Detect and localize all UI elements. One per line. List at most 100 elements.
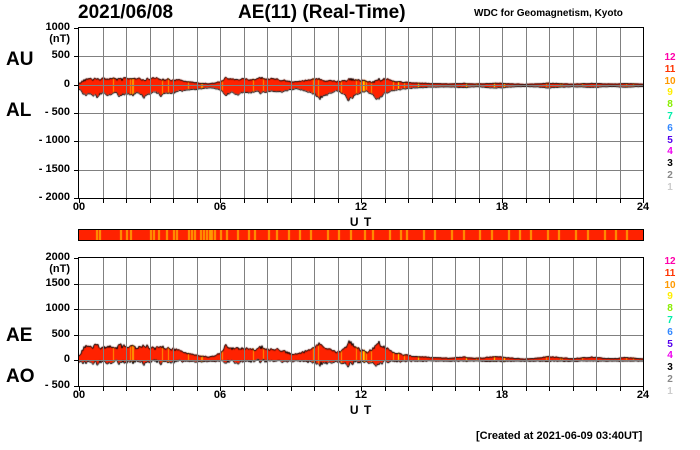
legend-level-11: 11 xyxy=(664,267,676,279)
x-tick-mark xyxy=(361,199,362,203)
gridline-horizontal xyxy=(79,85,643,86)
legend-level-2: 2 xyxy=(667,373,673,385)
x-tick-label: 18 xyxy=(495,201,509,213)
y-tick-label: - 500 xyxy=(44,379,70,391)
gridline-vertical xyxy=(338,258,339,386)
legend-level-7: 7 xyxy=(667,314,673,326)
x-tick-mark xyxy=(361,387,362,391)
y-tick-label: - 500 xyxy=(44,106,70,118)
activity-legend-top: 12 11 10 9 8 7 6 5 4 3 2 1 xyxy=(655,52,685,194)
chart-date: 2021/06/08 xyxy=(78,2,174,23)
gridline-vertical xyxy=(126,258,127,386)
x-tick-mark xyxy=(455,199,456,203)
legend-level-9: 9 xyxy=(667,87,673,99)
x-tick-mark xyxy=(103,387,104,391)
y-tick-mark xyxy=(74,113,78,114)
y-tick-label: 500 xyxy=(51,327,70,340)
x-tick-mark xyxy=(573,387,574,391)
gridline-vertical xyxy=(549,258,550,386)
y-tick-mark xyxy=(74,141,78,142)
gridline-horizontal xyxy=(79,170,643,171)
legend-level-10: 10 xyxy=(664,75,676,87)
y-tick-mark xyxy=(74,386,78,387)
y-tick-mark xyxy=(74,28,78,29)
gridline-vertical xyxy=(479,258,480,386)
gridline-vertical xyxy=(103,258,104,386)
x-tick-mark xyxy=(620,199,621,203)
legend-level-12: 12 xyxy=(664,52,676,63)
y-tick-label: 500 xyxy=(51,49,70,62)
y-tick-label: 2000 xyxy=(45,251,70,263)
x-tick-label: 06 xyxy=(213,389,227,401)
x-axis-title: U T xyxy=(349,403,373,417)
x-tick-mark xyxy=(244,387,245,391)
gridline-horizontal xyxy=(79,309,643,310)
x-tick-mark xyxy=(150,387,151,391)
legend-level-8: 8 xyxy=(667,303,673,315)
x-tick-label: 00 xyxy=(72,201,86,213)
x-tick-mark xyxy=(643,199,644,203)
x-tick-mark xyxy=(314,199,315,203)
gridline-vertical xyxy=(267,258,268,386)
x-tick-mark xyxy=(291,199,292,203)
legend-level-4: 4 xyxy=(667,146,673,158)
x-tick-mark xyxy=(502,199,503,203)
x-tick-label: 06 xyxy=(213,201,227,213)
x-tick-mark xyxy=(338,387,339,391)
y-tick-mark xyxy=(74,258,78,259)
x-tick-mark xyxy=(620,387,621,391)
legend-level-12: 12 xyxy=(664,256,676,267)
x-tick-label: 18 xyxy=(495,389,509,401)
legend-level-10: 10 xyxy=(664,279,676,291)
created-timestamp: [Created at 2021-06-09 03:40UT] xyxy=(476,430,643,442)
legend-level-4: 4 xyxy=(667,350,673,362)
legend-level-1: 1 xyxy=(667,181,673,193)
y-tick-mark xyxy=(74,198,78,199)
gridline-vertical xyxy=(291,258,292,386)
x-tick-label: 24 xyxy=(636,201,650,213)
y-tick-mark xyxy=(74,170,78,171)
x-tick-mark xyxy=(479,199,480,203)
y-tick-label: 1000 xyxy=(45,302,70,315)
x-tick-mark xyxy=(267,387,268,391)
y-tick-mark xyxy=(74,85,78,86)
x-tick-mark xyxy=(385,387,386,391)
x-tick-mark xyxy=(526,199,527,203)
ao-label: AO xyxy=(6,366,35,387)
gridline-vertical xyxy=(526,258,527,386)
gridline-horizontal xyxy=(79,113,643,114)
legend-level-3: 3 xyxy=(667,158,673,170)
x-tick-mark xyxy=(126,387,127,391)
legend-level-6: 6 xyxy=(667,326,673,338)
gridline-horizontal xyxy=(79,141,643,142)
y-tick-label: 1000 xyxy=(45,21,70,33)
au-label: AU xyxy=(6,49,34,70)
legend-level-6: 6 xyxy=(667,122,673,134)
x-tick-mark xyxy=(126,199,127,203)
gridline-vertical xyxy=(573,258,574,386)
x-tick-mark xyxy=(244,199,245,203)
y-axis-unit-label: (nT) xyxy=(49,263,70,275)
y-tick-label: 0 xyxy=(63,77,70,90)
chart-title: AE(11) (Real-Time) xyxy=(238,2,406,23)
x-tick-mark xyxy=(103,199,104,203)
x-axis-title: U T xyxy=(349,215,373,229)
x-tick-mark xyxy=(526,387,527,391)
x-tick-mark xyxy=(150,199,151,203)
gridline-horizontal xyxy=(79,335,643,336)
x-tick-mark xyxy=(432,199,433,203)
gridline-vertical xyxy=(432,258,433,386)
x-tick-mark xyxy=(267,199,268,203)
x-tick-mark xyxy=(408,199,409,203)
gridline-vertical xyxy=(361,258,362,386)
x-tick-mark xyxy=(432,387,433,391)
legend-level-2: 2 xyxy=(667,169,673,181)
gridline-vertical xyxy=(244,258,245,386)
gridline-vertical xyxy=(150,258,151,386)
legend-level-5: 5 xyxy=(667,338,673,350)
gridline-vertical xyxy=(220,258,221,386)
x-tick-mark xyxy=(79,387,80,391)
x-tick-mark xyxy=(197,199,198,203)
gridline-horizontal xyxy=(79,284,643,285)
x-tick-mark xyxy=(220,199,221,203)
